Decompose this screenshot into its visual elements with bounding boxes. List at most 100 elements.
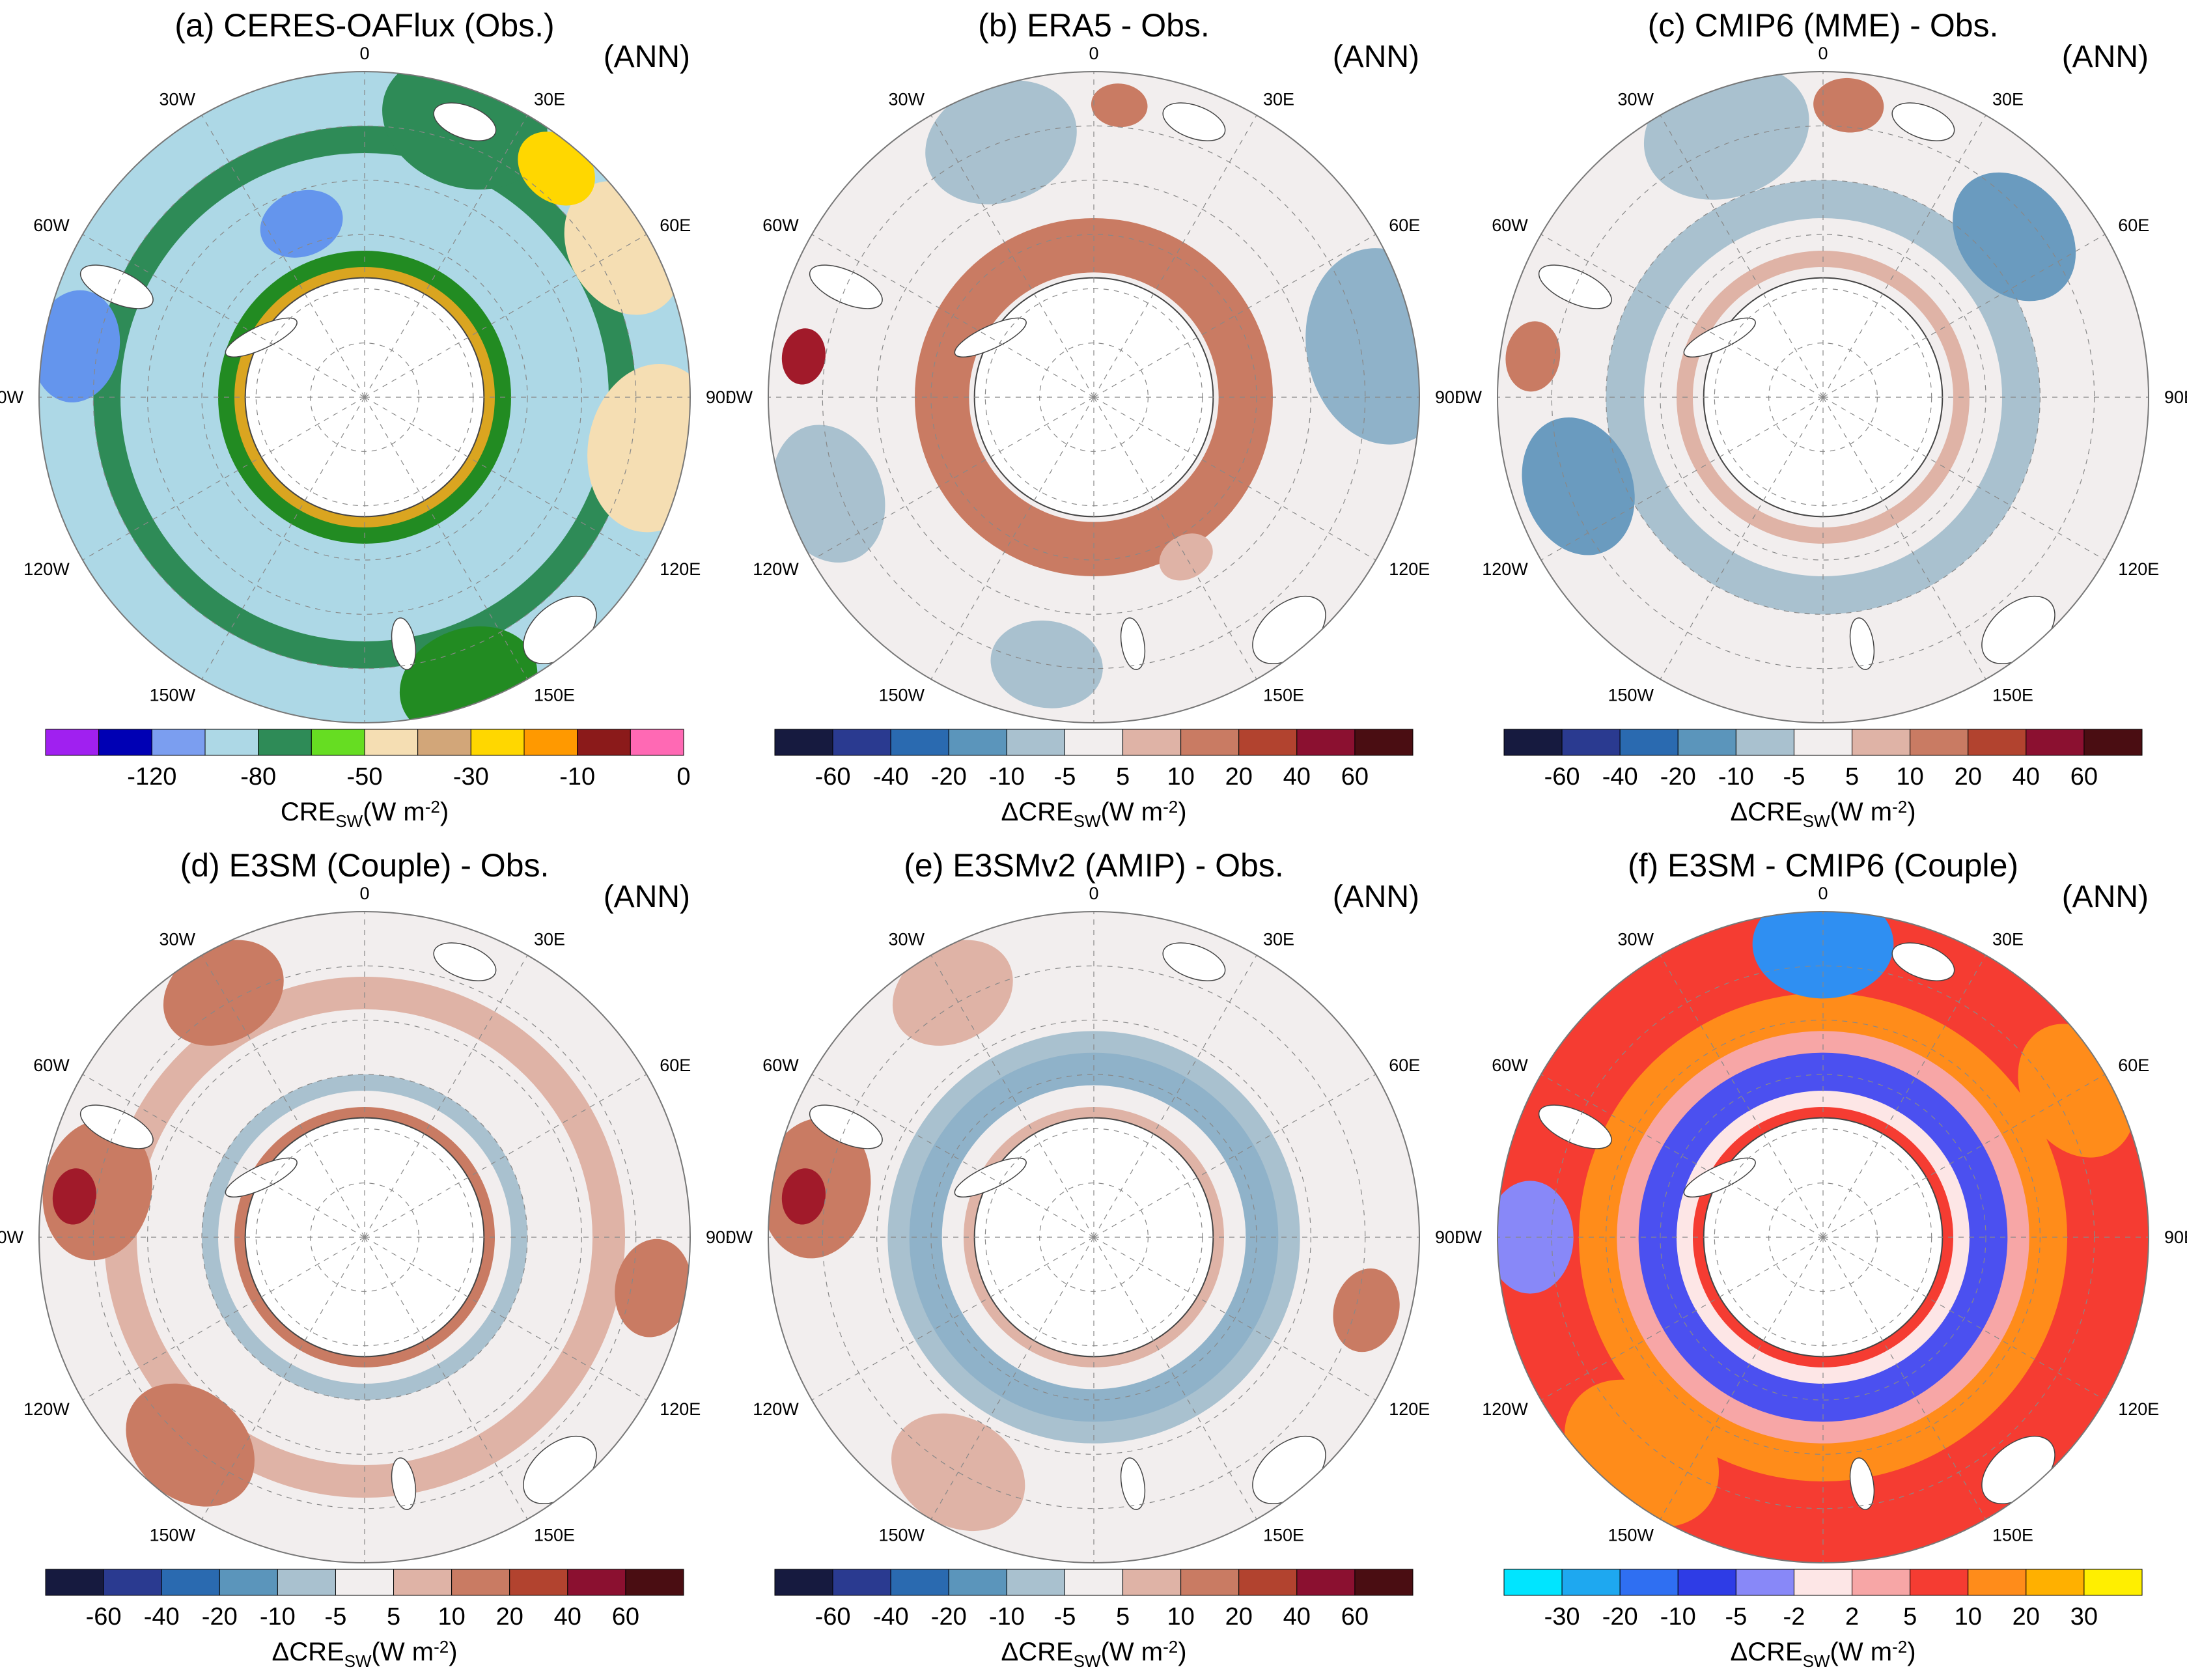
meridian-line [1822, 234, 2106, 398]
colorbar-label: ΔCRESW(W m-2) [1001, 1637, 1186, 1671]
meridian-line [201, 115, 365, 398]
colorbar-tick-label: -10 [260, 1603, 296, 1631]
colorbar-swatch [1296, 729, 1356, 756]
colorbar-swatch [103, 1569, 162, 1596]
meridian-line [82, 234, 365, 398]
colorbar-tick-label: -40 [1602, 763, 1638, 791]
colorbar-tick-label: 0 [676, 763, 690, 791]
colorbar-swatch [2083, 1569, 2143, 1596]
colorbar-swatch [311, 729, 365, 756]
colorbar-label-part: (W m [1101, 1638, 1163, 1666]
longitude-label: 0 [359, 884, 369, 903]
colorbar-swatch [2083, 729, 2143, 756]
longitude-label: 90W [1458, 387, 1483, 407]
longitude-label: 120E [2118, 1399, 2159, 1419]
map-boundary [768, 71, 1420, 723]
colorbar-swatch [364, 729, 419, 756]
colorbar: -60 -40 -20 -10 -5 5 10 20 40 60 ΔCRESW(W m-2) [774, 1569, 1414, 1671]
colorbar-swatch [1238, 729, 1298, 756]
landmass [433, 942, 497, 981]
colorbar-tick-label: -20 [202, 1603, 238, 1631]
colorbar-swatch [2026, 729, 2085, 756]
colorbar-swatch [1354, 729, 1414, 756]
longitude-label: 0 [1089, 884, 1098, 903]
colorbar-label-part: ) [1178, 798, 1186, 826]
landmass [1538, 264, 1612, 309]
latitude-circle [1660, 234, 1986, 561]
meridian-line [811, 1237, 1094, 1401]
colorbar-tick-label: -5 [325, 1603, 347, 1631]
field-anomaly [1091, 83, 1148, 128]
colorbar: -60 -40 -20 -10 -5 5 10 20 40 60 ΔCRESW(W m-2) [1503, 729, 2143, 831]
colorbar-tick-label: -40 [873, 763, 909, 791]
polar-map: 030E60E90E120E150E180150W120W90W60W30W-3… [1458, 884, 2187, 1671]
season-label: (ANN) [2061, 40, 2149, 74]
colorbar-tick-label: 20 [2013, 1603, 2040, 1631]
meridian-line [1822, 397, 2106, 561]
colorbar-swatch [1296, 1569, 1356, 1596]
colorbar-tick-label: -5 [1783, 763, 1805, 791]
map-boundary [38, 911, 691, 1563]
polar-map: 030E60E90E120E150E180150W120W90W60W30W-6… [729, 884, 1458, 1671]
meridian-line [1540, 1074, 1824, 1238]
colorbar-swatch [1619, 729, 1679, 756]
colorbar-label-part: (W m [372, 1638, 434, 1666]
colorbar-label-part: ΔCRE [272, 1638, 344, 1666]
colorbar-tick-label: 5 [1845, 763, 1859, 791]
longitude-label: 120E [660, 559, 701, 579]
longitude-label: 30W [159, 90, 195, 109]
colorbar-swatch [45, 1569, 104, 1596]
meridian-line [1660, 397, 1824, 680]
colorbar-label: CRESW(W m-2) [281, 797, 449, 831]
latitude-circle [147, 180, 582, 615]
landmass [391, 1457, 417, 1510]
field-anomaly [260, 189, 343, 258]
longitude-label: 30E [534, 930, 565, 949]
meridian-line [811, 1074, 1094, 1238]
panel-a: (a) CERES-OAFlux (Obs.) (ANN) 0 30E 60E 90E 12… [0, 0, 729, 840]
longitude-label: 60E [660, 1056, 691, 1075]
field-anomaly [1333, 1268, 1400, 1352]
meridian-line [1093, 955, 1257, 1238]
colorbar-swatch [1968, 729, 2027, 756]
landmass [1849, 1457, 1875, 1510]
colorbar-label-part: ) [449, 1638, 457, 1666]
field-anomaly [39, 290, 120, 402]
field-anomaly [1305, 248, 1419, 445]
meridian-line [1093, 1074, 1376, 1238]
panel-title: (b) ERA5 - Obs. [978, 7, 1210, 44]
latitude-circle [201, 1074, 528, 1401]
longitude-label: 60E [1389, 216, 1420, 235]
longitude-label: 120W [1482, 559, 1528, 579]
meridian-line [201, 955, 365, 1238]
colorbar-tick-label: 40 [1283, 763, 1311, 791]
meridian-line [1093, 1237, 1257, 1520]
field-anomaly [772, 425, 885, 563]
field-anomaly [1813, 77, 1884, 133]
landmass [1120, 617, 1146, 670]
colorbar-swatch [1180, 729, 1240, 756]
colorbar-swatch [1793, 1569, 1853, 1596]
field-anomaly [1953, 172, 2076, 301]
colorbar-label-part: ΔCRE [1730, 798, 1802, 826]
colorbar-swatch [335, 1569, 395, 1596]
colorbar-swatch [1793, 729, 1853, 756]
panel-title: (a) CERES-OAFlux (Obs.) [174, 7, 555, 44]
colorbar-tick-label: -20 [931, 1603, 967, 1631]
polar-map: 030E60E90E120E150E180150W120W90W60W30W-6… [729, 44, 1458, 831]
longitude-label: 0 [1089, 44, 1098, 63]
colorbar-tick-label: 20 [496, 1603, 523, 1631]
colorbar-swatch [1354, 1569, 1414, 1596]
colorbar-tick-label: 10 [438, 1603, 465, 1631]
colorbar-tick-label: 60 [1341, 1603, 1369, 1631]
colorbar: -60 -40 -20 -10 -5 5 10 20 40 60 ΔCRESW(W m-2) [774, 729, 1414, 831]
colorbar-swatch [1503, 729, 1563, 756]
meridian-line [930, 115, 1094, 398]
season-label: (ANN) [1332, 880, 1419, 914]
colorbar-swatch [1064, 1569, 1124, 1596]
latitude-circle [1606, 1020, 2041, 1455]
map-boundary [1497, 71, 2149, 723]
meridian-line [201, 1237, 365, 1520]
longitude-label: 60W [1492, 1056, 1528, 1075]
